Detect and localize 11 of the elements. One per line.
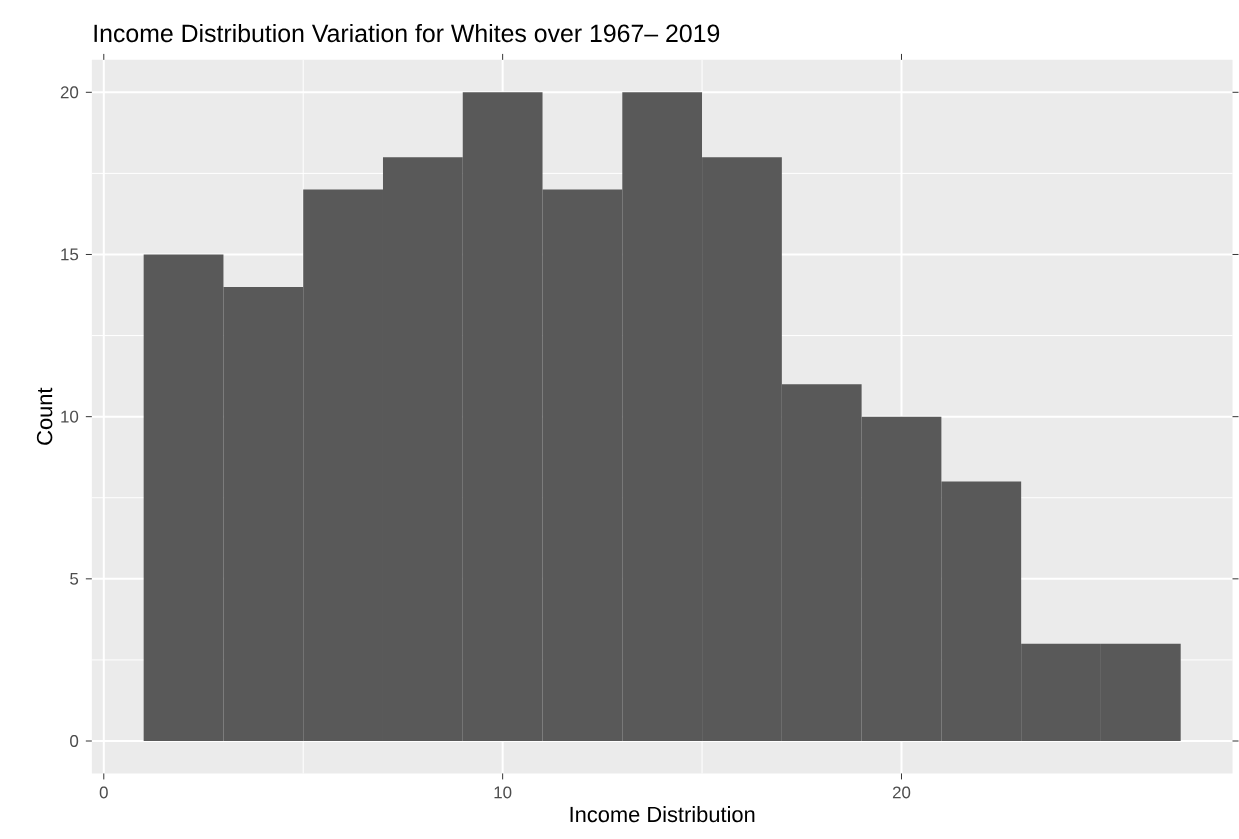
x-axis-title: Income Distribution [570,805,755,822]
y-axis-title: Count [36,387,53,445]
chart-title: Income Distribution Variation for Whites over 1967– 2019 [94,23,720,42]
x-tick-label: 10 [494,786,512,799]
x-tick-label: 0 [99,786,108,799]
y-tick-label: 0 [70,734,79,747]
y-tick-label: 15 [61,248,79,261]
y-tick-label: 10 [61,410,79,423]
y-tick-label: 20 [60,86,79,99]
y-tick-label: 5 [70,572,79,585]
x-tick-label: 20 [892,786,911,799]
